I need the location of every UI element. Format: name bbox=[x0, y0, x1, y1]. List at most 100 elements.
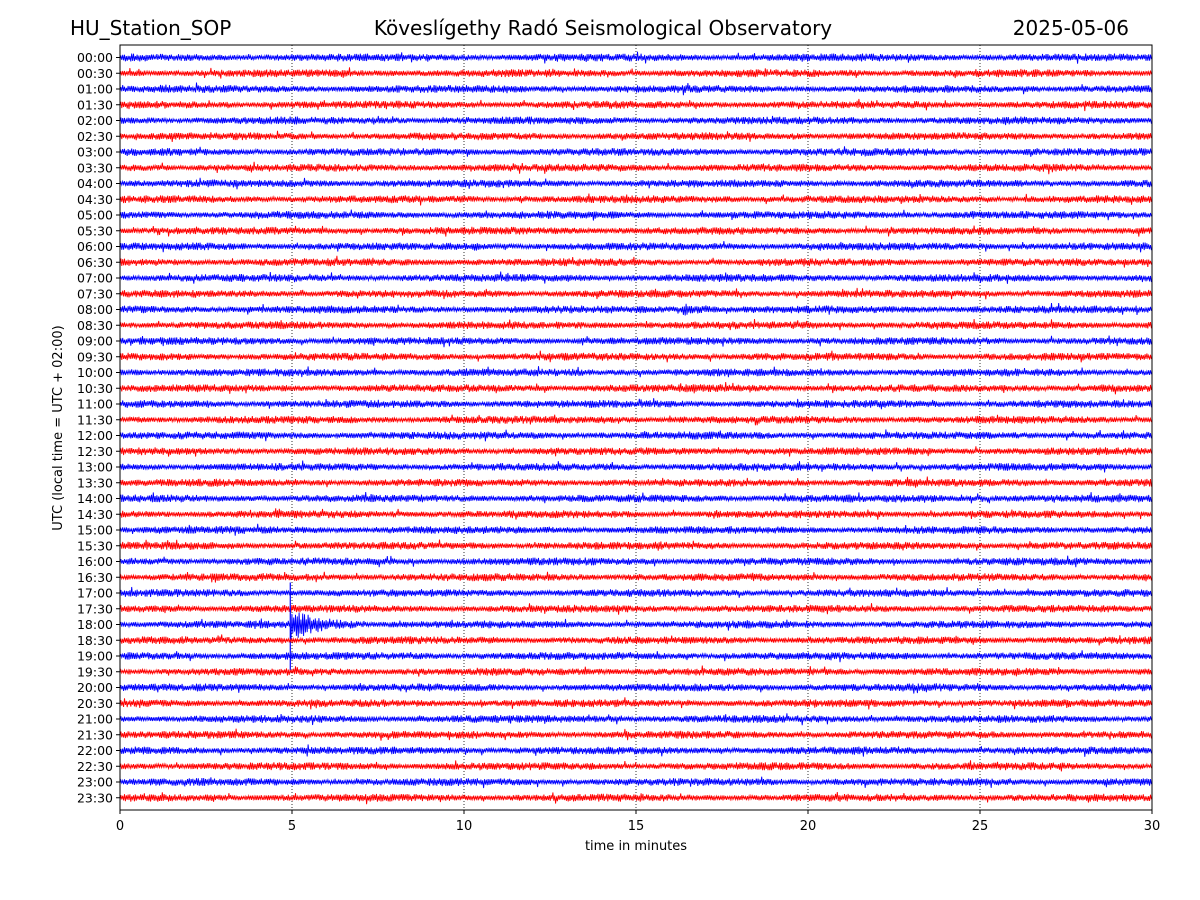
trace-line bbox=[119, 209, 1152, 221]
trace-line bbox=[119, 492, 1152, 504]
y-tick-label: 19:00 bbox=[77, 649, 113, 664]
trace-line bbox=[119, 713, 1152, 726]
trace-line bbox=[119, 760, 1152, 772]
trace-line bbox=[119, 429, 1152, 442]
y-tick-label: 13:00 bbox=[77, 460, 113, 475]
trace-group bbox=[119, 51, 1152, 805]
y-tick-label: 00:30 bbox=[77, 66, 113, 81]
trace-line bbox=[119, 665, 1152, 677]
y-tick-label: 23:30 bbox=[77, 790, 113, 805]
trace-line bbox=[119, 539, 1152, 551]
trace-line bbox=[119, 508, 1152, 520]
trace-line bbox=[119, 744, 1152, 757]
y-tick-label: 18:30 bbox=[77, 633, 113, 648]
trace-line bbox=[119, 476, 1152, 488]
trace-line bbox=[119, 634, 1152, 646]
trace-line bbox=[119, 161, 1152, 175]
trace-line bbox=[119, 67, 1152, 79]
y-tick-labels: 00:0000:3001:0001:3002:0002:3003:0003:30… bbox=[77, 50, 120, 805]
y-tick-label: 16:30 bbox=[77, 570, 113, 585]
trace-line bbox=[119, 287, 1152, 300]
y-tick-label: 07:30 bbox=[77, 286, 113, 301]
trace-line bbox=[119, 650, 1152, 663]
trace-line bbox=[119, 460, 1152, 473]
trace-line bbox=[119, 571, 1152, 583]
y-tick-label: 01:00 bbox=[77, 82, 113, 97]
trace-line bbox=[119, 682, 1152, 694]
y-tick-label: 18:00 bbox=[77, 617, 113, 632]
y-tick-label: 01:30 bbox=[77, 97, 113, 112]
trace-line bbox=[119, 414, 1152, 426]
x-tick-label: 5 bbox=[288, 819, 296, 834]
x-tick-label: 25 bbox=[972, 819, 989, 834]
y-tick-label: 17:30 bbox=[77, 601, 113, 616]
x-tick-label: 30 bbox=[1144, 819, 1161, 834]
trace-line bbox=[119, 319, 1152, 331]
y-tick-label: 19:30 bbox=[77, 664, 113, 679]
y-tick-label: 04:00 bbox=[77, 176, 113, 191]
y-tick-label: 16:00 bbox=[77, 554, 113, 569]
y-tick-label: 10:00 bbox=[77, 365, 113, 380]
trace-line bbox=[119, 115, 1152, 126]
trace-line bbox=[119, 612, 1152, 640]
trace-line bbox=[119, 446, 1152, 457]
y-tick-label: 12:00 bbox=[77, 428, 113, 443]
y-tick-label: 07:00 bbox=[77, 271, 113, 286]
trace-line bbox=[119, 225, 1152, 237]
grid-lines bbox=[291, 45, 981, 810]
y-tick-label: 00:00 bbox=[77, 50, 113, 65]
plot-frame bbox=[119, 44, 1153, 811]
y-tick-label: 02:00 bbox=[77, 113, 113, 128]
station-label: HU_Station_SOP bbox=[70, 16, 231, 40]
x-axis-label: time in minutes bbox=[585, 839, 687, 854]
date-label: 2025-05-06 bbox=[1013, 16, 1129, 40]
y-tick-label: 15:30 bbox=[77, 538, 113, 553]
trace-line bbox=[119, 523, 1152, 536]
y-tick-label: 08:00 bbox=[77, 302, 113, 317]
y-tick-label: 05:00 bbox=[77, 208, 113, 223]
trace-line bbox=[119, 586, 1152, 598]
y-tick-label: 12:30 bbox=[77, 444, 113, 459]
y-tick-label: 05:30 bbox=[77, 223, 113, 238]
y-tick-label: 06:00 bbox=[77, 239, 113, 254]
y-tick-label: 20:00 bbox=[77, 680, 113, 695]
trace-line bbox=[119, 603, 1152, 615]
trace-line bbox=[119, 302, 1152, 316]
trace-line bbox=[119, 350, 1152, 363]
trace-line bbox=[119, 366, 1152, 378]
x-tick-label: 10 bbox=[456, 819, 473, 834]
trace-line bbox=[119, 398, 1152, 410]
trace-line bbox=[119, 98, 1152, 112]
trace-line bbox=[119, 382, 1152, 395]
y-tick-label: 11:00 bbox=[77, 397, 113, 412]
trace-line bbox=[119, 791, 1152, 805]
y-tick-label: 20:30 bbox=[77, 696, 113, 711]
y-tick-label: 14:30 bbox=[77, 507, 113, 522]
y-tick-label: 22:30 bbox=[77, 759, 113, 774]
trace-line bbox=[119, 271, 1152, 284]
y-tick-label: 17:00 bbox=[77, 586, 113, 601]
trace-line bbox=[119, 776, 1152, 789]
y-tick-label: 11:30 bbox=[77, 412, 113, 427]
y-tick-label: 14:00 bbox=[77, 491, 113, 506]
x-tick-label: 0 bbox=[116, 819, 124, 834]
y-tick-label: 02:30 bbox=[77, 129, 113, 144]
y-tick-label: 10:30 bbox=[77, 381, 113, 396]
trace-line bbox=[119, 728, 1152, 741]
trace-line bbox=[119, 555, 1152, 568]
chart-title: Köveslígethy Radó Seismological Observat… bbox=[374, 16, 832, 40]
trace-line bbox=[119, 193, 1152, 206]
trace-line bbox=[119, 697, 1152, 710]
trace-line bbox=[119, 146, 1152, 157]
y-tick-label: 13:30 bbox=[77, 475, 113, 490]
trace-line bbox=[119, 130, 1152, 142]
y-tick-label: 03:30 bbox=[77, 160, 113, 175]
y-tick-label: 09:00 bbox=[77, 334, 113, 349]
trace-line bbox=[119, 255, 1152, 268]
trace-line bbox=[119, 51, 1152, 64]
trace-line bbox=[119, 82, 1152, 96]
trace-line bbox=[119, 335, 1152, 348]
trace-line bbox=[119, 241, 1152, 253]
